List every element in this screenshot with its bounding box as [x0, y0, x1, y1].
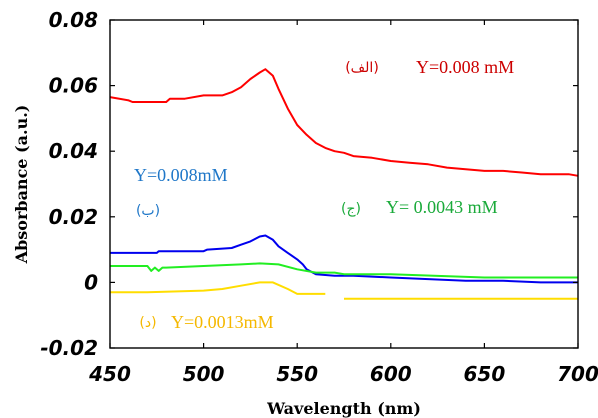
- x-tick-label: 450: [88, 362, 131, 386]
- ticks-layer: 450 500 550 600 650 700 -0.02 0 0.02 0.04 0.06 0.08: [40, 8, 598, 386]
- annotation-jim-text: Y= 0.0043 mM: [386, 197, 498, 217]
- x-tick-label: 500: [183, 362, 225, 386]
- annotation-alef-marker: (الف): [345, 60, 379, 76]
- y-tick-label: 0.02: [49, 205, 98, 229]
- annotation-jim-marker: (ج): [341, 201, 361, 217]
- series-line-dal: [110, 281, 326, 295]
- annotation-dal-marker: (د): [139, 315, 156, 331]
- y-tick-label: 0.04: [49, 139, 98, 163]
- y-tick-label: 0: [84, 270, 98, 294]
- annotation-alef-text: Y=0.008 mM: [416, 57, 514, 77]
- x-tick-label: 700: [557, 362, 598, 386]
- annotation-be-text: Y=0.008mM: [134, 165, 228, 185]
- x-tick-label: 650: [464, 362, 506, 386]
- x-tick-label: 550: [276, 362, 318, 386]
- plot-frame: [109, 19, 579, 349]
- annotation-dal-text: Y=0.0013mM: [171, 312, 274, 332]
- x-tick-label: 600: [370, 362, 412, 386]
- y-axis-label: Absorbance (a.u.): [12, 105, 31, 265]
- y-tick-label: -0.02: [40, 336, 98, 360]
- series-line-jim: [110, 262, 578, 279]
- series-line-be: [110, 234, 578, 284]
- series-line-alef: [109, 68, 579, 177]
- x-axis-label: Wavelength (nm): [266, 399, 421, 418]
- y-tick-label: 0.06: [49, 74, 98, 98]
- annotation-be-marker: (ب): [136, 203, 160, 219]
- y-tick-label: 0.08: [49, 8, 98, 32]
- series-layer: [109, 68, 579, 300]
